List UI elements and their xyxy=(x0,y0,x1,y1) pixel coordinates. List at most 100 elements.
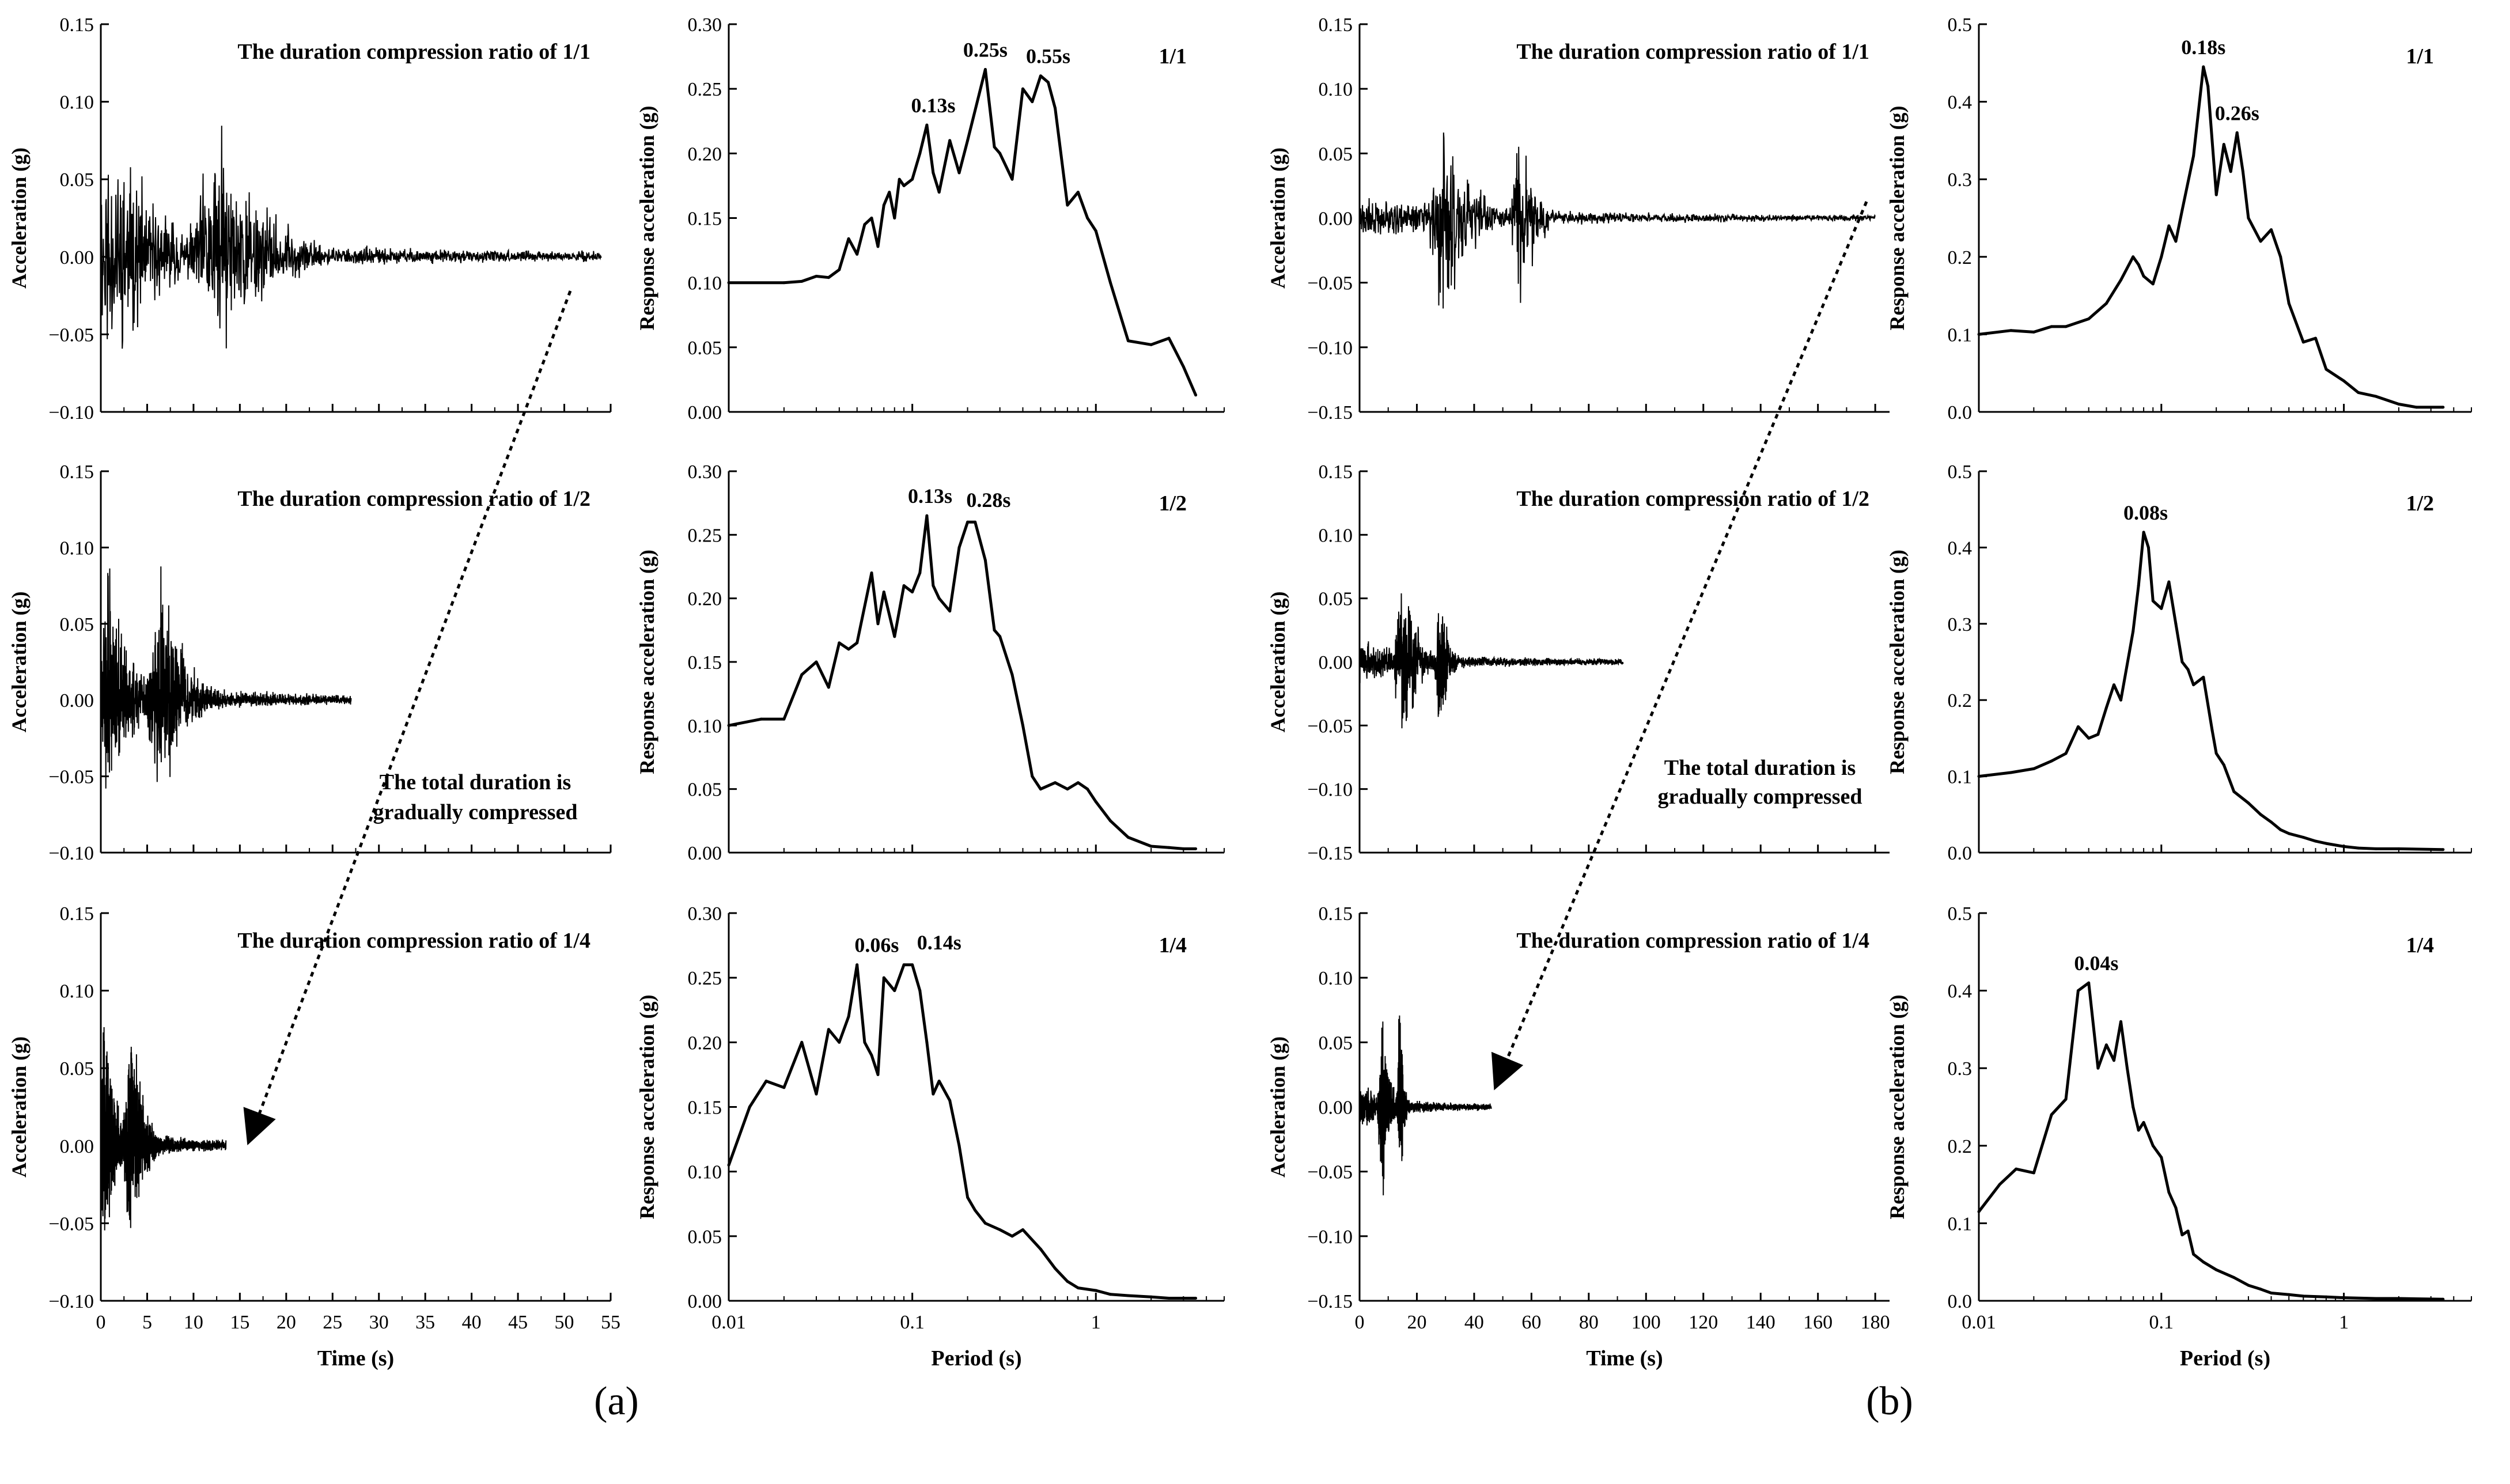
spectrum-point xyxy=(932,584,935,588)
spectrum-point xyxy=(983,1221,987,1225)
y-tick-label: 0.30 xyxy=(688,461,722,483)
spectrum-point xyxy=(1039,1247,1042,1251)
y-tick-label: 0.5 xyxy=(1948,14,1973,36)
spectrum-point xyxy=(2119,278,2122,282)
spectrum-point xyxy=(2192,154,2195,158)
y-tick-label: −0.15 xyxy=(1307,843,1353,864)
spectrum-point xyxy=(911,963,914,967)
spectrum-point xyxy=(1149,845,1153,848)
y-tick-label: 0.20 xyxy=(688,1032,722,1054)
y-axis-label: Response acceleration (g) xyxy=(1886,106,1909,331)
spectrum-point xyxy=(815,1092,818,1096)
spectrum-point xyxy=(2064,325,2068,328)
spectrum-point xyxy=(863,1040,866,1044)
spectrum-point xyxy=(2301,836,2305,839)
x-tick-label: 0.1 xyxy=(900,1312,925,1333)
spectrum-point xyxy=(838,1040,841,1044)
spectrum-point xyxy=(2247,1284,2250,1287)
chart-title: The duration compression ratio of 1/4 xyxy=(237,929,590,953)
spectrum-point xyxy=(1031,775,1034,778)
x-tick-label: 160 xyxy=(1803,1312,1833,1333)
y-axis-label: Response acceleration (g) xyxy=(635,995,658,1220)
spectrum-point xyxy=(2126,1066,2129,1070)
spectrum-point xyxy=(2314,839,2317,843)
spectrum-point xyxy=(1054,1267,1057,1270)
spectrum-point xyxy=(2009,329,2013,332)
spectrum-point xyxy=(1021,1228,1024,1232)
spectrum-point xyxy=(1194,393,1198,397)
x-tick-label: 0.01 xyxy=(1962,1312,1996,1333)
y-tick-label: 0.15 xyxy=(60,14,94,36)
spectrum-point xyxy=(2357,391,2360,394)
x-tick-label: 0.1 xyxy=(2149,1312,2174,1333)
peak-annotation: 0.55s xyxy=(1026,45,1070,68)
spectrum-point xyxy=(1010,177,1014,181)
spectrum-point xyxy=(764,1080,768,1083)
y-tick-label: −0.05 xyxy=(1307,1162,1353,1183)
chart-title: 1/1 xyxy=(1159,44,1187,69)
spectrum-point xyxy=(911,590,914,594)
spectrum-point xyxy=(2314,336,2317,340)
y-tick-label: 0.0 xyxy=(1948,402,1973,423)
spectrum-point xyxy=(2113,683,2115,687)
spectrum-point xyxy=(838,268,841,271)
y-tick-label: −0.10 xyxy=(48,402,94,423)
chart-a-spec-3: 0.00 0.05 0.10 0.15 0.20 0.25 0.30 0.01 0.1 1 Resp… xyxy=(635,903,1225,1371)
y-tick-label: 0.2 xyxy=(1948,1136,1973,1157)
spectrum-point xyxy=(2160,607,2163,610)
spectrum-point xyxy=(2301,1294,2305,1298)
spectrum-point xyxy=(2104,302,2108,305)
chart-a-acc-2: −0.10 −0.05 0.00 0.05 0.10 0.15 Acceleration (… xyxy=(7,461,612,864)
x-tick-label: 50 xyxy=(555,1312,574,1333)
y-tick-label: 0.0 xyxy=(1948,1291,1973,1312)
chart-a-spec-1: 0.00 0.05 0.10 0.15 0.20 0.25 0.30 Response acc… xyxy=(635,14,1225,423)
spectrum-point xyxy=(888,191,891,194)
chart-b-spec-3: 0.0 0.1 0.2 0.3 0.4 0.5 0.01 0.1 1 Response accel… xyxy=(1886,903,2472,1371)
spectrum-point xyxy=(2214,1268,2218,1271)
spectrum-point xyxy=(1167,846,1171,849)
y-tick-label: 0.10 xyxy=(1319,525,1353,546)
spectrum-point xyxy=(876,1073,880,1076)
y-tick-label: −0.05 xyxy=(48,767,94,788)
spectrum-point xyxy=(827,276,830,279)
y-tick-label: 0.25 xyxy=(688,79,722,100)
spectrum-point xyxy=(2186,1229,2190,1233)
y-tick-label: 0.00 xyxy=(60,690,94,711)
spectrum-point xyxy=(2374,1297,2378,1300)
spectrum-point xyxy=(800,279,804,283)
spectrum-point xyxy=(870,571,873,574)
y-tick-label: 0.10 xyxy=(1319,968,1353,989)
spectrum-point xyxy=(855,641,859,645)
spectrum-point xyxy=(2287,302,2291,305)
spectrum-point xyxy=(2076,989,2080,993)
spectrum-point xyxy=(2235,131,2239,134)
y-tick-label: 0.05 xyxy=(1319,1032,1353,1054)
y-tick-label: 0.05 xyxy=(1319,589,1353,610)
y-axis-label: Acceleration (g) xyxy=(1266,592,1289,733)
x-tick-label: 0 xyxy=(1355,1312,1365,1333)
spectrum-point xyxy=(2247,217,2250,219)
spectrum-point xyxy=(2032,1171,2035,1175)
spectrum-point xyxy=(2192,683,2195,687)
spectrum-point xyxy=(1126,836,1130,839)
spectrum-point xyxy=(2325,368,2328,371)
spectrum-point xyxy=(2137,1129,2140,1132)
spectrum-point xyxy=(2374,395,2378,398)
y-tick-label: 0.00 xyxy=(1319,209,1353,230)
x-axis-label: Time (s) xyxy=(1586,1346,1663,1371)
spectrum-point xyxy=(2142,275,2145,278)
y-tick-label: 0.2 xyxy=(1948,247,1973,268)
spectrum-point xyxy=(932,1092,935,1096)
spectrum-point xyxy=(2104,706,2108,709)
spectrum-point xyxy=(2087,736,2091,740)
y-tick-label: 0.30 xyxy=(688,903,722,925)
y-tick-label: 0.05 xyxy=(60,614,94,635)
spectrum-point xyxy=(2087,317,2091,320)
x-tick-label: 60 xyxy=(1521,1312,1541,1333)
spectrum-point xyxy=(1094,800,1097,804)
y-tick-label: −0.15 xyxy=(1307,1291,1353,1312)
spectrum-point xyxy=(759,717,763,721)
spectrum-point xyxy=(2259,240,2262,243)
